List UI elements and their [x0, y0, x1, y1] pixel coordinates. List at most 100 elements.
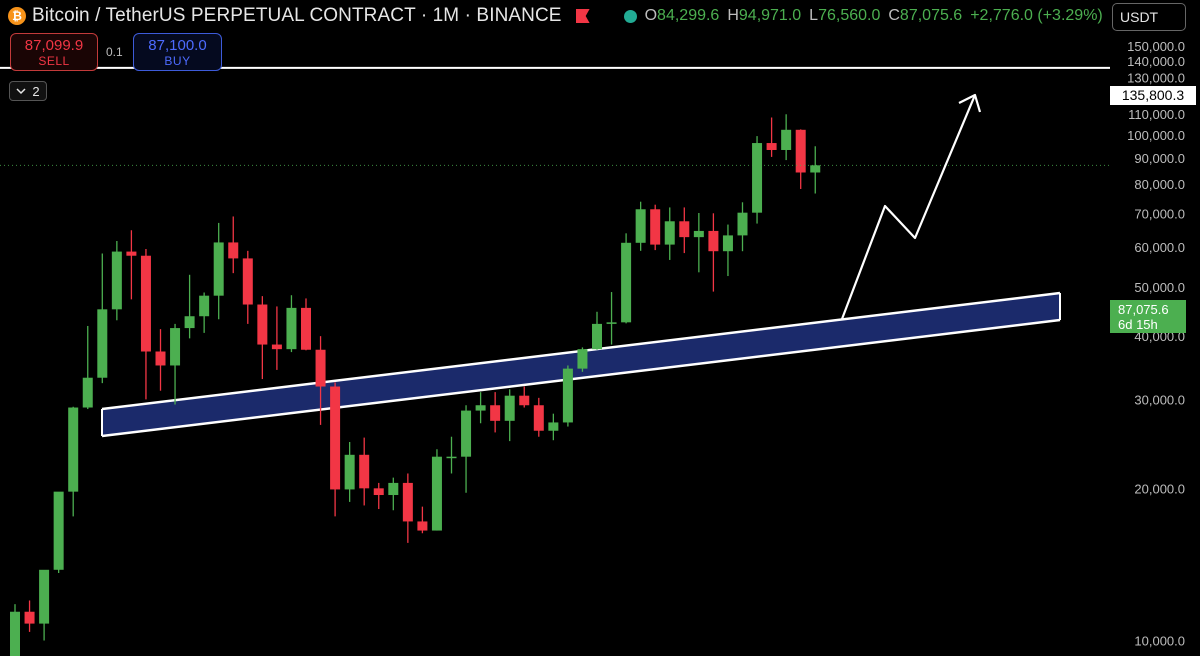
buy-price: 87,100.0 — [148, 36, 207, 54]
candle-body — [548, 422, 559, 431]
candle-body — [213, 242, 224, 296]
candle-body — [242, 258, 253, 305]
candle-body — [722, 235, 733, 252]
candle-body — [402, 482, 413, 522]
annotations — [0, 66, 1110, 320]
y-tick-label: 140,000.0 — [1127, 54, 1185, 69]
candle-body — [795, 129, 806, 173]
candle-body — [781, 129, 792, 150]
symbol-title[interactable]: Bitcoin / TetherUS PERPETUAL CONTRACT · … — [32, 5, 562, 26]
candle-body — [39, 569, 50, 624]
buy-button[interactable]: 87,100.0 BUY — [133, 33, 222, 71]
currency-select[interactable]: USDT — [1112, 3, 1186, 31]
candle-body — [24, 611, 35, 624]
spread-value: 0.1 — [106, 45, 123, 59]
low-value: 76,560.0 — [818, 7, 881, 24]
candle-body — [766, 143, 777, 150]
high-label: H — [727, 7, 739, 24]
y-tick-label: 130,000.0 — [1127, 70, 1185, 85]
candle-body — [431, 456, 442, 531]
change-value: +2,776.0 (+3.29%) — [970, 7, 1103, 24]
target-price-label: 135,800.3 — [1110, 86, 1196, 105]
candle-body — [461, 410, 472, 457]
y-tick-label: 150,000.0 — [1127, 39, 1185, 54]
candle-body — [170, 328, 181, 366]
candle-body — [111, 251, 122, 310]
bitcoin-icon: ₿ — [8, 7, 26, 25]
candle-body — [330, 386, 341, 490]
y-tick-label: 50,000.0 — [1134, 280, 1185, 295]
candle-body — [650, 209, 661, 245]
market-status-icon[interactable] — [623, 9, 637, 23]
high-value: 94,971.0 — [738, 7, 802, 24]
candle-body — [635, 209, 646, 243]
y-tick-label: 20,000.0 — [1134, 481, 1185, 496]
candle-body — [475, 405, 486, 411]
candle-body — [199, 295, 210, 317]
candle-body — [679, 221, 690, 238]
candle-body — [562, 368, 573, 423]
close-label: C — [888, 7, 900, 24]
y-tick-label: 70,000.0 — [1134, 206, 1185, 221]
candle-body — [257, 304, 268, 345]
candle-body — [184, 316, 195, 329]
buy-label: BUY — [164, 53, 191, 68]
candle-body — [301, 307, 311, 350]
projection-arrow — [840, 94, 977, 320]
y-tick-label: 60,000.0 — [1134, 240, 1185, 255]
candle-body — [228, 242, 239, 259]
channel-lower-line — [101, 318, 1061, 438]
candle-body — [68, 407, 79, 492]
candle-body — [810, 165, 821, 173]
candle-body — [490, 405, 501, 421]
sell-price: 87,099.9 — [24, 36, 84, 54]
candle-body — [577, 349, 588, 369]
open-label: O — [644, 7, 658, 24]
candles — [10, 114, 821, 656]
flag-icon[interactable] — [575, 9, 590, 23]
sell-label: SELL — [38, 53, 70, 68]
candle-body — [664, 221, 675, 245]
open-value: 84,299.6 — [657, 7, 720, 24]
candle-body — [155, 351, 166, 366]
candle-body — [388, 482, 399, 496]
candle-body — [344, 454, 355, 490]
candle-body — [140, 255, 151, 352]
candle-body — [533, 405, 544, 431]
candle-body — [737, 212, 748, 236]
y-tick-label: 30,000.0 — [1134, 392, 1185, 407]
candle-body — [359, 454, 370, 489]
close-value: 87,075.6 — [899, 7, 963, 24]
candle-body — [708, 230, 719, 252]
symbol-header[interactable]: ₿ Bitcoin / TetherUS PERPETUAL CONTRACT … — [8, 4, 1103, 28]
price-axis: 10,000.020,000.030,000.040,000.050,000.0… — [1127, 39, 1185, 649]
indicators-toggle[interactable]: 2 — [9, 81, 47, 101]
candle-body — [606, 322, 617, 324]
candle-body — [53, 491, 64, 570]
candle-body — [97, 309, 108, 378]
low-label: L — [809, 7, 819, 24]
candle-body — [504, 395, 515, 421]
current-price-value: 87,075.6 — [1118, 302, 1169, 317]
current-price-label: 87,075.6 6d 15h — [1110, 300, 1186, 333]
y-tick-label: 80,000.0 — [1134, 177, 1185, 192]
candle-body — [373, 488, 384, 496]
candle-body — [315, 349, 326, 387]
y-tick-label: 110,000.0 — [1128, 107, 1185, 122]
y-tick-label: 100,000.0 — [1127, 128, 1185, 143]
currency-value: USDT — [1120, 9, 1159, 25]
chevron-down-icon — [16, 87, 26, 94]
candle-body — [417, 521, 428, 531]
candle-body — [621, 242, 632, 323]
indicators-count: 2 — [32, 83, 40, 99]
ohlc-values: O84,299.6 H94,971.0 L76,560.0 C87,075.6 … — [645, 7, 1103, 25]
candle-body — [592, 323, 602, 350]
candle-countdown: 6d 15h — [1118, 317, 1158, 332]
candle-body — [446, 456, 457, 459]
sell-button[interactable]: 87,099.9 SELL — [10, 33, 98, 71]
candle-body — [271, 344, 282, 350]
candle-body — [82, 377, 93, 408]
candle-body — [126, 251, 137, 256]
candle-body — [519, 395, 530, 406]
